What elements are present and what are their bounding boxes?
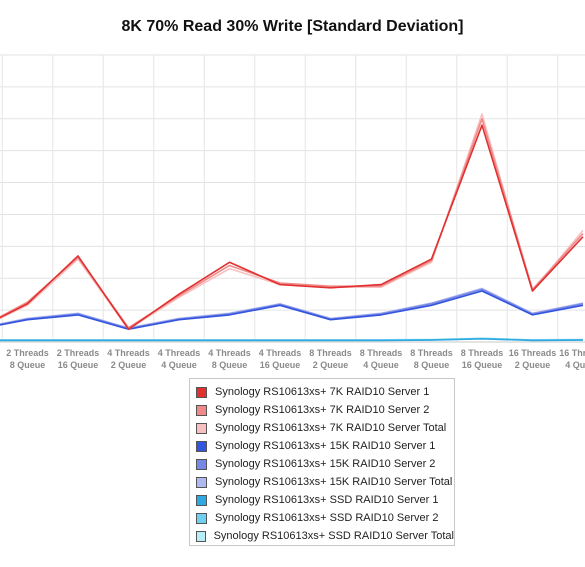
legend: Synology RS10613xs+ 7K RAID10 Server 1 Sy…	[189, 378, 455, 546]
legend-label: Synology RS10613xs+ 15K RAID10 Server To…	[215, 476, 453, 488]
legend-label: Synology RS10613xs+ SSD RAID10 Server 1	[215, 494, 439, 506]
legend-label: Synology RS10613xs+ SSD RAID10 Server 2	[215, 512, 439, 524]
series-line	[0, 288, 584, 330]
legend-swatch	[196, 494, 207, 506]
legend-swatch	[196, 458, 207, 470]
legend-swatch	[196, 476, 207, 488]
legend-item[interactable]: Synology RS10613xs+ 7K RAID10 Server Tot…	[190, 419, 454, 437]
legend-label: Synology RS10613xs+ 15K RAID10 Server 2	[215, 458, 436, 470]
x-tick-label: 8 Threads 8 Queue	[410, 348, 453, 370]
legend-swatch	[196, 386, 207, 398]
x-tick-label: 4 Threads 16 Queue	[259, 348, 302, 370]
legend-item[interactable]: Synology RS10613xs+ SSD RAID10 Server 2	[190, 509, 454, 527]
legend-swatch	[196, 530, 206, 542]
series-line	[0, 124, 584, 331]
legend-item[interactable]: Synology RS10613xs+ 7K RAID10 Server 1	[190, 383, 454, 401]
legend-swatch	[196, 404, 207, 416]
x-tick-label: 4 Threads 4 Queue	[158, 348, 201, 370]
chart-title: 8K 70% Read 30% Write [Standard Deviatio…	[121, 18, 464, 35]
x-tick-label: 16 Threads 2 Queue	[509, 348, 557, 370]
x-tick-label: 8 Threads 4 Queue	[360, 348, 403, 370]
legend-swatch	[196, 440, 207, 452]
series-line	[0, 338, 584, 342]
legend-item[interactable]: Synology RS10613xs+ 7K RAID10 Server 2	[190, 401, 454, 419]
legend-label: Synology RS10613xs+ 7K RAID10 Server 2	[215, 404, 430, 416]
legend-label: Synology RS10613xs+ 7K RAID10 Server Tot…	[215, 422, 447, 434]
legend-item[interactable]: Synology RS10613xs+ SSD RAID10 Server 1	[190, 491, 454, 509]
series-line	[0, 290, 584, 331]
legend-label: Synology RS10613xs+ 15K RAID10 Server 1	[215, 440, 436, 452]
legend-item[interactable]: Synology RS10613xs+ 15K RAID10 Server 2	[190, 455, 454, 473]
legend-item[interactable]: Synology RS10613xs+ 15K RAID10 Server 1	[190, 437, 454, 455]
x-tick-label: 2 Threads 16 Queue	[57, 348, 100, 370]
x-tick-label: 8 Threads 2 Queue	[309, 348, 352, 370]
x-tick-label: 8 Threads 16 Queue	[461, 348, 504, 370]
x-tick-label: 4 Threads 8 Queue	[208, 348, 251, 370]
x-tick-label: 2 Threads 8 Queue	[6, 348, 49, 370]
legend-label: Synology RS10613xs+ 7K RAID10 Server 1	[215, 386, 430, 398]
grid	[0, 54, 585, 343]
legend-swatch	[196, 422, 207, 434]
legend-swatch	[196, 512, 207, 524]
x-tick-label: 4 Threads 2 Queue	[107, 348, 150, 370]
series-line	[0, 117, 584, 329]
legend-item[interactable]: Synology RS10613xs+ 15K RAID10 Server To…	[190, 473, 454, 491]
legend-item[interactable]: Synology RS10613xs+ SSD RAID10 Server To…	[190, 527, 454, 545]
legend-label: Synology RS10613xs+ SSD RAID10 Server To…	[213, 530, 454, 542]
series-lines	[0, 113, 584, 342]
